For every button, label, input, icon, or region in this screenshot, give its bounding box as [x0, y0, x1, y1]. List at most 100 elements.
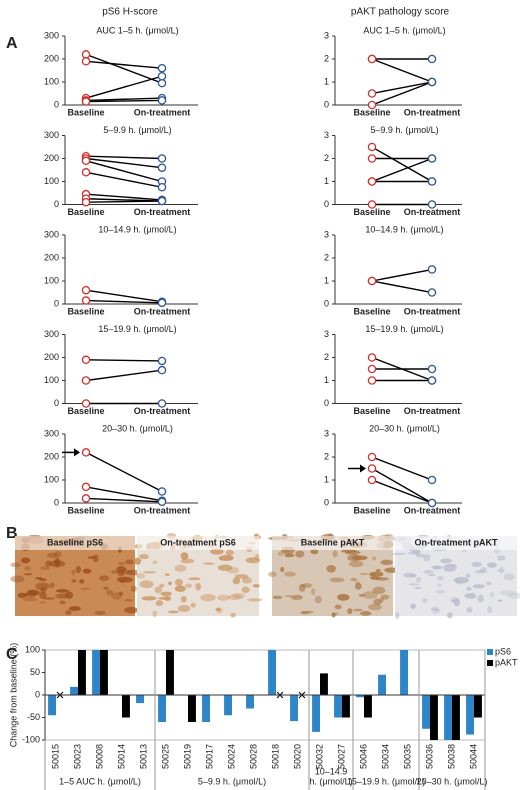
y-tick-label: 300: [44, 130, 59, 140]
image-texture: [331, 612, 336, 618]
data-point: [157, 96, 167, 105]
image-texture: [152, 560, 158, 565]
y-tick-label: 2: [324, 451, 329, 461]
image-texture: [154, 586, 163, 594]
y-tick-label: 2: [324, 153, 329, 163]
image-texture: [375, 569, 381, 572]
x-tick-label: On-treatment: [404, 107, 461, 117]
image-texture: [314, 595, 323, 604]
image-texture: [471, 561, 482, 568]
x-tick-label: On-treatment: [134, 107, 191, 117]
plot-title: 10–14.9 h. (μmol/L): [98, 224, 176, 234]
image-texture: [82, 568, 92, 574]
data-point: [81, 448, 91, 457]
bar: [122, 695, 130, 718]
image-texture: [310, 549, 319, 555]
legend-swatch: [487, 649, 493, 655]
image-texture: [232, 592, 246, 599]
image-texture: [478, 569, 486, 572]
image-label: Baseline pAKT: [301, 537, 365, 547]
y-tick-label: 200: [44, 451, 59, 461]
plot-title: 15–19.9 h. (μmol/L): [98, 324, 176, 334]
x-tick-label: Baseline: [67, 306, 104, 316]
data-point: [367, 364, 377, 374]
image-texture: [446, 612, 453, 619]
y-tick-label: 100: [44, 375, 59, 385]
bar: [224, 695, 232, 716]
bar: [430, 695, 438, 740]
data-point: [157, 298, 167, 308]
image-texture: [329, 577, 345, 583]
image-texture: [230, 612, 236, 618]
pair-line: [85, 60, 163, 69]
group-label: 15–19.9 h. (μmol/L): [347, 776, 425, 786]
pair-line: [85, 157, 163, 169]
image-texture: [133, 557, 142, 565]
data-point: [157, 154, 167, 163]
plot-title: 10–14.9 h. (μmol/L): [365, 224, 443, 234]
image-texture: [46, 552, 58, 559]
image-texture: [174, 564, 187, 572]
image-texture: [347, 608, 353, 615]
column-title: pS6 H-score: [102, 7, 158, 18]
y-tick-label: 1: [324, 176, 329, 186]
x-tick-label: On-treatment: [404, 207, 461, 217]
bar: [158, 695, 166, 722]
image-texture: [403, 572, 416, 578]
image-texture: [496, 569, 505, 572]
y-tick-label: 200: [44, 153, 59, 163]
y-tick-label: 300: [44, 428, 59, 438]
x-tick-label: On-treatment: [404, 505, 461, 515]
image-texture: [35, 582, 50, 591]
x-tick-label: On-treatment: [404, 406, 461, 416]
bar: [364, 695, 372, 718]
pair-line: [85, 97, 163, 102]
x-tick-label: Baseline: [67, 406, 104, 416]
image-texture: [71, 579, 77, 583]
data-point: [427, 200, 437, 209]
y-tick-label: 0: [324, 99, 329, 109]
image-texture: [416, 553, 426, 558]
data-point: [81, 156, 91, 166]
panel-label: B: [6, 525, 18, 542]
y-tick-label: 100: [44, 275, 59, 285]
image-texture: [395, 612, 400, 619]
image-texture: [410, 603, 416, 610]
image-texture: [217, 564, 233, 571]
image-texture: [160, 591, 173, 596]
y-tick-label: -50: [27, 712, 40, 722]
y-tick-label: 0: [54, 398, 59, 408]
image-texture: [65, 610, 72, 615]
image-texture: [71, 569, 76, 576]
image-texture: [368, 603, 382, 611]
data-point: [157, 163, 167, 172]
image-texture: [20, 557, 31, 564]
image-texture: [10, 562, 22, 568]
pair-line: [371, 81, 433, 95]
image-label-bg: [137, 536, 259, 550]
image-texture: [436, 589, 446, 594]
image-texture: [55, 589, 69, 593]
bar: [466, 695, 474, 735]
y-tick-label: 1: [324, 76, 329, 86]
pair-line: [85, 155, 163, 160]
image-texture: [130, 585, 137, 592]
image-texture: [311, 588, 316, 596]
image-texture: [111, 592, 123, 600]
group-label: 20–30 h. (μmol/L): [417, 776, 488, 786]
image-texture: [180, 558, 195, 564]
x-tick-label: Baseline: [353, 306, 390, 316]
image-texture: [507, 592, 520, 599]
x-tick-label: 50038: [446, 744, 456, 769]
image-texture: [247, 598, 263, 602]
pair-line: [85, 171, 163, 188]
image-texture: [39, 601, 46, 604]
image-texture: [298, 584, 306, 592]
y-tick-label: 1: [324, 375, 329, 385]
data-point: [427, 376, 437, 385]
image-texture: [118, 569, 134, 575]
image-texture: [39, 591, 47, 599]
pair-line: [85, 299, 163, 304]
x-tick-label: 50036: [424, 744, 434, 769]
image-texture: [216, 607, 223, 614]
